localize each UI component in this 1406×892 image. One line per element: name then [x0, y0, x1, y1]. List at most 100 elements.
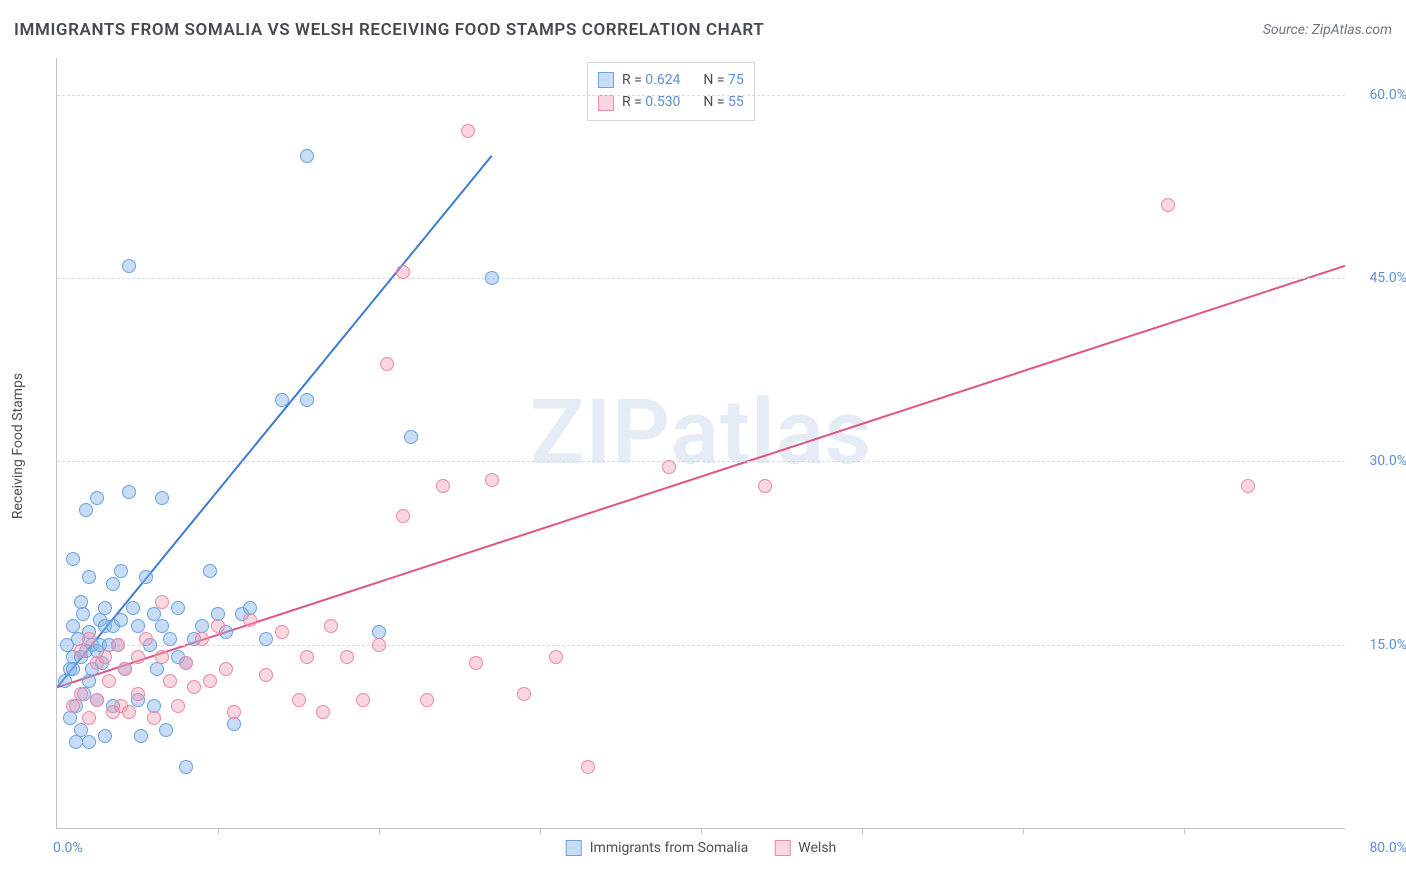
- data-point: [380, 357, 394, 371]
- data-point: [82, 632, 96, 646]
- data-point: [163, 674, 177, 688]
- x-tick-mark: [701, 828, 702, 834]
- data-point: [131, 687, 145, 701]
- data-point: [179, 760, 193, 774]
- gridline-h: [57, 461, 1345, 462]
- data-point: [581, 760, 595, 774]
- data-point: [211, 619, 225, 633]
- data-point: [275, 625, 289, 639]
- data-point: [66, 662, 80, 676]
- data-point: [131, 650, 145, 664]
- gridline-h: [57, 95, 1345, 96]
- y-tick-label: 30.0%: [1369, 453, 1406, 469]
- data-point: [82, 674, 96, 688]
- correlation-row: R = 0.624 N = 75: [598, 69, 744, 91]
- data-point: [300, 650, 314, 664]
- data-point: [300, 149, 314, 163]
- data-point: [517, 687, 531, 701]
- y-tick-label: 45.0%: [1369, 270, 1406, 286]
- data-point: [66, 699, 80, 713]
- data-point: [114, 613, 128, 627]
- data-point: [259, 668, 273, 682]
- data-point: [227, 705, 241, 719]
- data-point: [126, 601, 140, 615]
- data-point: [74, 644, 88, 658]
- data-point: [300, 393, 314, 407]
- gridline-h: [57, 278, 1345, 279]
- y-tick-label: 60.0%: [1369, 87, 1406, 103]
- data-point: [106, 577, 120, 591]
- data-point: [404, 430, 418, 444]
- data-point: [171, 601, 185, 615]
- trend-line: [57, 156, 492, 688]
- data-point: [63, 711, 77, 725]
- data-point: [372, 638, 386, 652]
- y-tick-label: 15.0%: [1369, 637, 1406, 653]
- data-point: [139, 570, 153, 584]
- data-point: [155, 650, 169, 664]
- data-point: [66, 552, 80, 566]
- data-point: [155, 595, 169, 609]
- data-point: [76, 607, 90, 621]
- legend-item: Welsh: [774, 840, 836, 856]
- data-point: [139, 632, 153, 646]
- data-point: [203, 564, 217, 578]
- data-point: [98, 601, 112, 615]
- data-point: [82, 735, 96, 749]
- data-point: [122, 485, 136, 499]
- data-point: [356, 693, 370, 707]
- data-point: [58, 674, 72, 688]
- data-point: [79, 503, 93, 517]
- data-point: [461, 124, 475, 138]
- data-point: [227, 717, 241, 731]
- x-tick-end: 80.0%: [1369, 840, 1406, 856]
- data-point: [316, 705, 330, 719]
- data-point: [219, 662, 233, 676]
- data-point: [275, 393, 289, 407]
- source-label: Source: ZipAtlas.com: [1263, 22, 1392, 38]
- data-point: [187, 680, 201, 694]
- data-point: [102, 674, 116, 688]
- data-point: [147, 711, 161, 725]
- data-point: [98, 729, 112, 743]
- data-point: [122, 259, 136, 273]
- series-legend: Immigrants from Somalia Welsh: [566, 840, 837, 856]
- x-tick-origin: 0.0%: [53, 840, 83, 856]
- x-tick-mark: [1184, 828, 1185, 834]
- data-point: [324, 619, 338, 633]
- x-tick-mark: [862, 828, 863, 834]
- data-point: [1161, 198, 1175, 212]
- data-point: [171, 699, 185, 713]
- data-point: [150, 662, 164, 676]
- data-point: [114, 564, 128, 578]
- legend-swatch: [598, 95, 614, 111]
- data-point: [436, 479, 450, 493]
- data-point: [155, 491, 169, 505]
- data-point: [159, 723, 173, 737]
- data-point: [243, 613, 257, 627]
- data-point: [469, 656, 483, 670]
- data-point: [420, 693, 434, 707]
- data-point: [259, 632, 273, 646]
- data-point: [111, 638, 125, 652]
- legend-swatch: [598, 72, 614, 88]
- data-point: [485, 473, 499, 487]
- data-point: [90, 491, 104, 505]
- data-point: [118, 662, 132, 676]
- legend-swatch: [566, 840, 582, 856]
- gridline-h: [57, 645, 1345, 646]
- y-axis-label: Receiving Food Stamps: [10, 373, 26, 519]
- data-point: [203, 674, 217, 688]
- plot-area: ZIPatlas R = 0.624 N = 75R = 0.530 N = 5…: [56, 58, 1345, 829]
- data-point: [82, 570, 96, 584]
- data-point: [396, 265, 410, 279]
- x-tick-mark: [218, 828, 219, 834]
- data-point: [1241, 479, 1255, 493]
- data-point: [340, 650, 354, 664]
- x-tick-mark: [379, 828, 380, 834]
- legend-item: Immigrants from Somalia: [566, 840, 749, 856]
- legend-swatch: [774, 840, 790, 856]
- data-point: [292, 693, 306, 707]
- chart-title: IMMIGRANTS FROM SOMALIA VS WELSH RECEIVI…: [14, 20, 764, 40]
- data-point: [549, 650, 563, 664]
